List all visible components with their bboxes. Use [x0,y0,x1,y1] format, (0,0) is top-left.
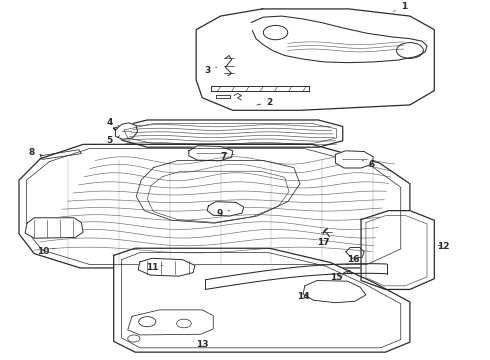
Polygon shape [19,144,410,268]
Text: 12: 12 [437,242,450,251]
Text: 15: 15 [330,273,343,282]
Polygon shape [138,258,195,276]
Text: 3: 3 [204,66,217,75]
Polygon shape [189,146,233,161]
Polygon shape [114,248,410,352]
Text: 8: 8 [28,148,42,157]
Text: 6: 6 [362,159,375,168]
Text: 7: 7 [220,152,234,161]
Polygon shape [196,9,434,110]
Text: 14: 14 [297,292,309,301]
Polygon shape [361,211,434,289]
Text: 11: 11 [146,264,163,273]
Text: 9: 9 [216,209,230,218]
Polygon shape [207,202,244,216]
Text: 2: 2 [257,98,272,107]
Text: 5: 5 [106,136,120,145]
Text: 13: 13 [193,341,209,350]
Text: 10: 10 [37,247,54,256]
Polygon shape [335,151,373,168]
Text: 17: 17 [317,238,329,247]
Polygon shape [114,120,343,147]
Text: 16: 16 [347,255,360,264]
Text: 4: 4 [106,118,119,127]
Text: 1: 1 [394,2,407,11]
Polygon shape [116,123,138,139]
Polygon shape [25,218,83,238]
